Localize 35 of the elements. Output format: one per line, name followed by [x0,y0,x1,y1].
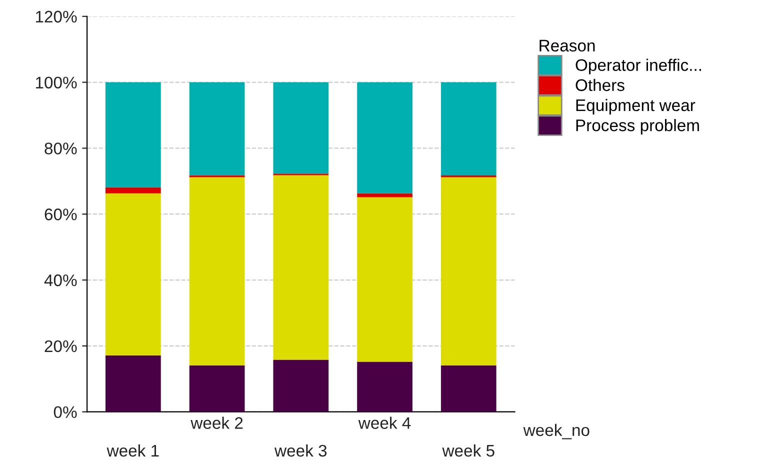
bar [357,362,412,412]
legend-label: Others [576,78,624,92]
y-tick-label: 80% [44,142,77,154]
x-tick-label: week 5 [442,444,494,457]
y-tick-label: 60% [44,208,77,220]
bar [273,82,329,174]
bar [189,365,245,412]
bar [357,193,412,198]
y-tick-label: 0% [54,406,77,418]
bar [357,197,412,362]
x-tick-label: week 2 [190,416,243,429]
x-tick-label: week 4 [358,416,411,429]
bar [273,175,329,360]
bar [106,82,161,188]
y-tick-label: 20% [44,340,77,352]
legend-label: Equipment wear [576,98,696,114]
bar [440,365,496,412]
bar [440,177,496,366]
y-tick-label: 100% [36,76,77,88]
y-tick-label: 120% [36,10,77,23]
x-tick-label: week 1 [106,444,159,457]
bar [106,187,161,194]
y-tick-label: 40% [44,274,77,286]
bar [273,360,329,412]
x-tick-label: week 3 [274,444,327,457]
legend-label: Operator ineffic... [576,58,701,74]
bar [440,82,496,176]
legend-title: Reason [540,40,595,52]
bar [106,355,161,412]
legend-label: Process problem [576,119,699,135]
bar [106,193,161,356]
bar [189,82,245,176]
x-axis-title: week_no [523,424,590,440]
bar [189,177,245,366]
bar [357,82,412,194]
